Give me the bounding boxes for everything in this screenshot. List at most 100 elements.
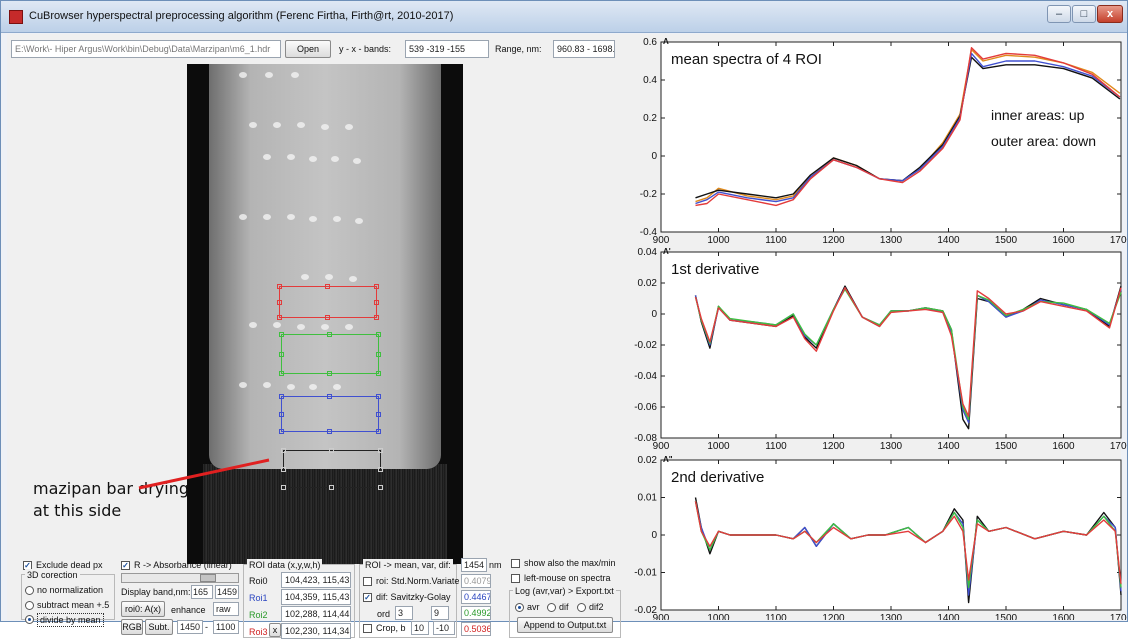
roi-handle[interactable] [327, 394, 332, 399]
image-spot [239, 214, 247, 220]
x-tick-label: 1000 [707, 441, 730, 452]
append-output-button[interactable]: Append to Output.txt [517, 617, 613, 633]
x-tick-label: 1600 [1052, 613, 1075, 620]
roi-handle[interactable] [281, 448, 286, 453]
r-absorbance-checkbox[interactable]: ✓ [121, 561, 130, 570]
crop-checkbox[interactable] [363, 624, 372, 633]
roi2-label: Roi2 [249, 610, 268, 620]
value-roi2: 0.4992 [461, 606, 491, 620]
show-maxmin-checkbox[interactable] [511, 559, 520, 568]
open-button[interactable]: Open [285, 40, 331, 58]
dif-radio[interactable] [547, 603, 556, 612]
y-tick-label: -0.2 [640, 189, 658, 200]
dif2-radio[interactable] [577, 603, 586, 612]
roi2-rectangle[interactable] [279, 394, 381, 434]
image-spot [349, 276, 357, 282]
roi2-field[interactable]: 102,288, 114,44 [281, 606, 351, 622]
crop-from-field[interactable]: 10 [411, 621, 429, 635]
roi-x-button[interactable]: x [269, 623, 281, 637]
roi-handle[interactable] [327, 371, 332, 376]
image-spot [345, 324, 353, 330]
rgb-button[interactable]: RGB [121, 619, 143, 635]
subt-from-field[interactable]: 1450 [177, 620, 203, 634]
roi-handle[interactable] [279, 412, 284, 417]
scrollbar-thumb[interactable] [200, 574, 216, 582]
divide-by-mean-radio[interactable] [25, 615, 34, 624]
snv-checkbox[interactable] [363, 577, 372, 586]
enhance-label: enhance [171, 605, 206, 615]
roi-handle[interactable] [376, 429, 381, 434]
roi-handle[interactable] [281, 485, 286, 490]
roi-handle[interactable] [374, 315, 379, 320]
roi-handle[interactable] [279, 429, 284, 434]
roi-handle[interactable] [279, 394, 284, 399]
y-tick-label: 0.04 [638, 247, 658, 258]
bands-field[interactable]: 539 -319 -155 [405, 40, 489, 58]
ord-field[interactable]: 3 [395, 606, 413, 620]
roi-handle[interactable] [376, 332, 381, 337]
file-path-field[interactable]: E:\Work\- Hiper Argus\Work\bin\Debug\Dat… [11, 40, 281, 58]
roi-handle[interactable] [376, 394, 381, 399]
subt-to-field[interactable]: 1100 [213, 620, 239, 634]
roi-handle[interactable] [277, 284, 282, 289]
band2-field[interactable]: 1459 [215, 585, 239, 599]
roi-handle[interactable] [376, 371, 381, 376]
roi-ax-button[interactable]: roi0: A(x) [121, 601, 165, 617]
roi-handle[interactable] [279, 352, 284, 357]
chart-title: mean spectra of 4 ROI [671, 51, 822, 68]
roi-handle[interactable] [378, 467, 383, 472]
title-bar[interactable]: CuBrowser hyperspectral preprocessing al… [1, 1, 1127, 33]
x-tick-label: 1700 [1110, 441, 1127, 452]
roi-handle[interactable] [327, 332, 332, 337]
image-streaks [203, 464, 447, 564]
avr-radio[interactable] [515, 603, 524, 612]
range-field[interactable]: 960.83 - 1698.97 [553, 40, 615, 58]
crop-to-field[interactable]: -10 [433, 621, 455, 635]
roi-handle[interactable] [329, 485, 334, 490]
savgol-checkbox[interactable]: ✓ [363, 593, 372, 602]
roi-handle[interactable] [279, 332, 284, 337]
left-mouse-checkbox[interactable] [511, 574, 520, 583]
spectra-charts[interactable]: 900 1000 1100 1200 1300 1400 1500 1600 1700 -0.4 -… [619, 34, 1127, 620]
hyperspectral-image[interactable] [187, 64, 463, 564]
y-tick-label: 0 [651, 530, 657, 541]
maximize-button[interactable]: □ [1072, 5, 1096, 23]
roi1-field[interactable]: 104,359, 115,43 [281, 589, 351, 605]
subt-button[interactable]: Subt. [145, 619, 173, 635]
roi0-field[interactable]: 104,423, 115,43 [281, 572, 351, 588]
roi3-field[interactable]: 102,230, 114,34 [281, 623, 351, 639]
roi-handle[interactable] [374, 284, 379, 289]
roi-handle[interactable] [279, 371, 284, 376]
chart-frame [660, 41, 1122, 233]
band1-field[interactable]: 165 [191, 585, 213, 599]
roi-handle[interactable] [378, 448, 383, 453]
close-button[interactable]: x [1097, 5, 1123, 23]
roi-handle[interactable] [374, 300, 379, 305]
roi-handle[interactable] [325, 315, 330, 320]
enhance-field[interactable]: raw [213, 602, 239, 616]
roi1-label: Roi1 [249, 593, 268, 603]
roi1-rectangle[interactable] [279, 332, 381, 376]
no-normalization-radio[interactable] [25, 586, 34, 595]
band-scrollbar[interactable] [121, 573, 239, 583]
roi-handle[interactable] [376, 352, 381, 357]
y-tick-label: -0.06 [634, 402, 657, 413]
roi-handle[interactable] [327, 429, 332, 434]
roi0-rectangle[interactable] [277, 284, 379, 320]
roi-handle[interactable] [329, 448, 334, 453]
roi-handle[interactable] [378, 485, 383, 490]
roi-handle[interactable] [281, 467, 286, 472]
wavelength-field[interactable]: 1454 [461, 558, 487, 572]
roi-handle[interactable] [325, 284, 330, 289]
crop-label: Crop, b [376, 623, 406, 633]
roi3-rectangle[interactable] [281, 448, 383, 490]
bands-label: y - x - bands: [339, 44, 392, 54]
roi-handle[interactable] [376, 412, 381, 417]
roi-handle[interactable] [277, 300, 282, 305]
window-field[interactable]: 9 [431, 606, 449, 620]
subtract-mean-radio[interactable] [25, 601, 34, 610]
minimize-button[interactable]: – [1047, 5, 1071, 23]
roi-handle[interactable] [277, 315, 282, 320]
r-absorbance-label: R -> Absorbance (linear) [134, 560, 232, 570]
y-tick-label: 0 [651, 151, 657, 162]
